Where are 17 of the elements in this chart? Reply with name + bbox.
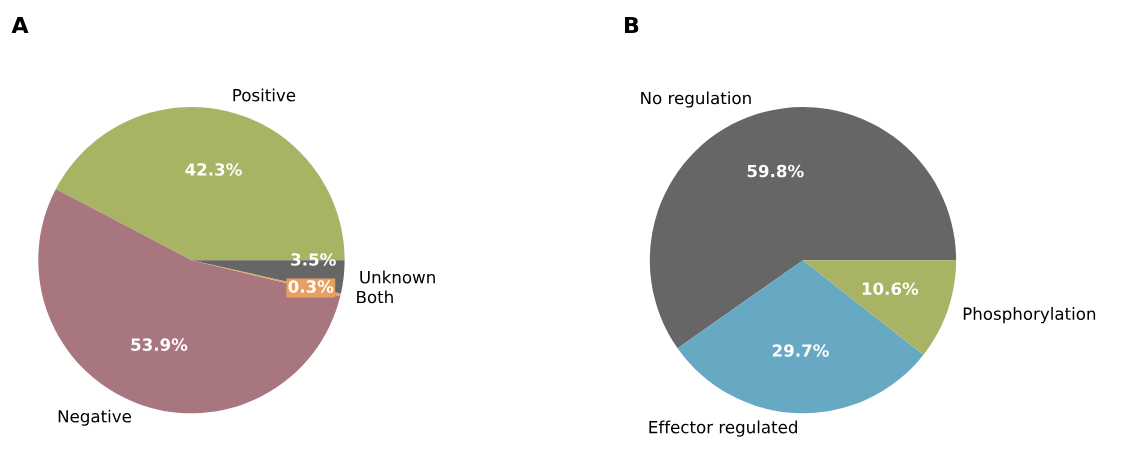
- slice-label: Effector regulated: [649, 420, 797, 437]
- data-label: 3.5%: [291, 253, 336, 266]
- data-label: 10.6%: [862, 282, 919, 295]
- data-label: 42.3%: [185, 163, 242, 176]
- chart-title: B: [624, 16, 639, 34]
- slice-label: Unknown: [360, 270, 435, 284]
- slice-label: No regulation: [641, 91, 751, 108]
- slice-label: Negative: [58, 409, 132, 426]
- data-label: 59.8%: [747, 164, 804, 178]
- legend-label: Both: [357, 290, 393, 304]
- slice-label: Positive: [233, 88, 296, 102]
- data-label: 0.3%: [288, 280, 334, 293]
- chart-title: A: [11, 16, 29, 34]
- data-label: 53.9%: [131, 338, 188, 351]
- slice-label: Phosphorylation: [963, 307, 1096, 324]
- data-label: 29.7%: [772, 344, 829, 357]
- pie-slice: [677, 260, 924, 414]
